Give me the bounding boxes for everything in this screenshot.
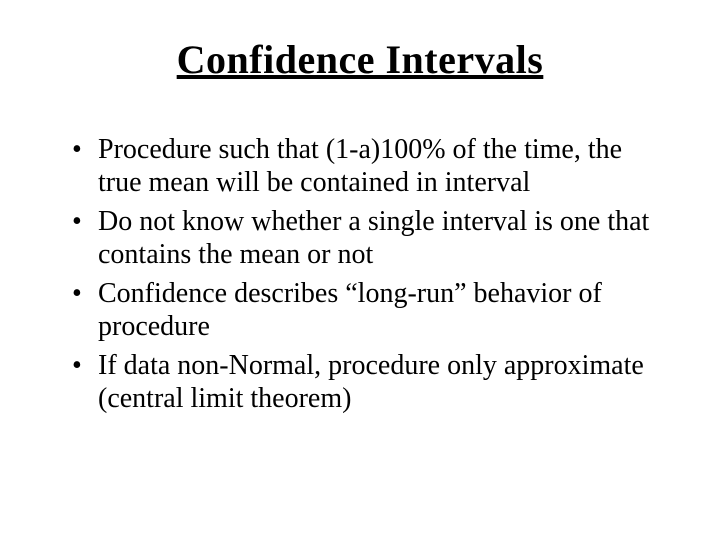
list-item: Do not know whether a single interval is… xyxy=(78,205,660,271)
bullet-text: Confidence describes “long-run” behavior… xyxy=(98,278,602,342)
bullet-list: Procedure such that (1-a)100% of the tim… xyxy=(50,133,670,415)
bullet-text: Do not know whether a single interval is… xyxy=(98,206,649,270)
list-item: If data non-Normal, procedure only appro… xyxy=(78,349,660,415)
bullet-text: If data non-Normal, procedure only appro… xyxy=(98,350,644,414)
bullet-text: Procedure such that (1-a)100% of the tim… xyxy=(98,134,622,198)
list-item: Confidence describes “long-run” behavior… xyxy=(78,277,660,343)
slide: Confidence Intervals Procedure such that… xyxy=(0,0,720,540)
list-item: Procedure such that (1-a)100% of the tim… xyxy=(78,133,660,199)
slide-title: Confidence Intervals xyxy=(50,36,670,83)
